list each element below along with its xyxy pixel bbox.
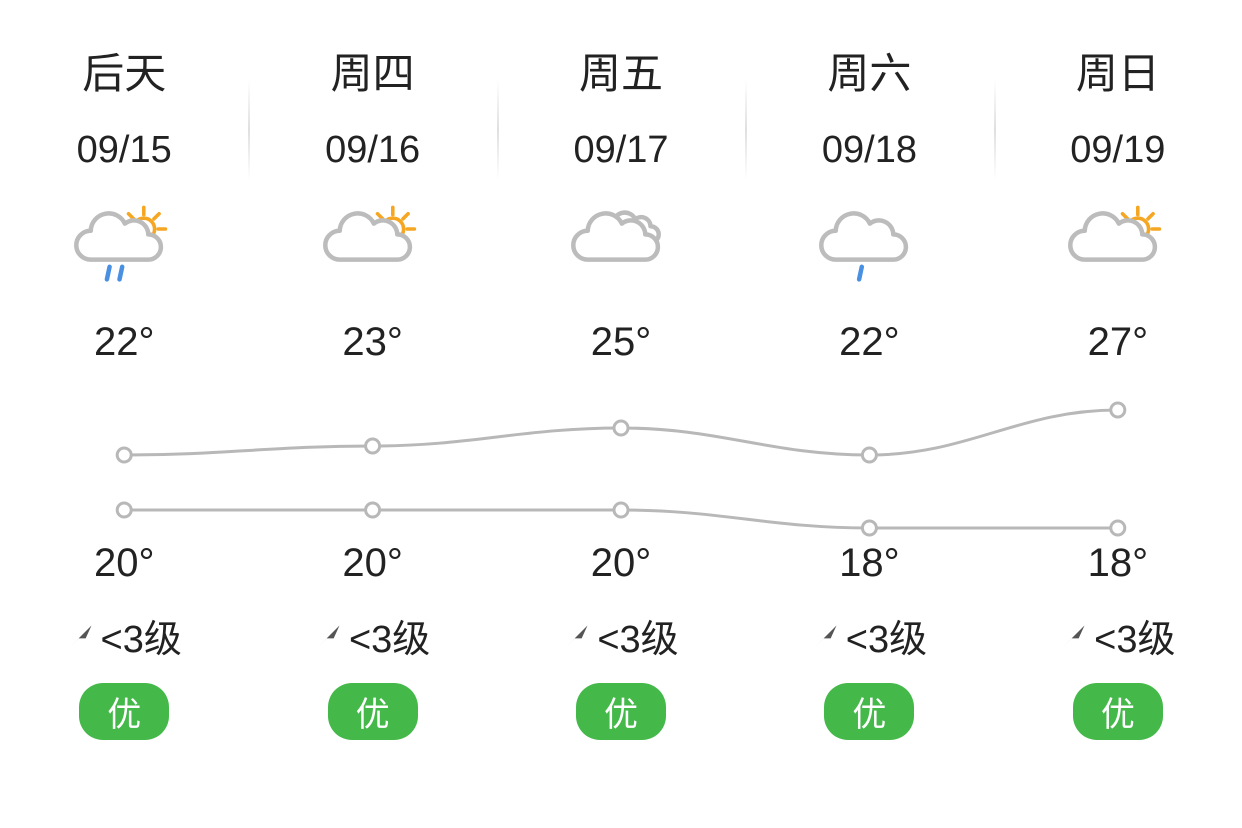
date-label: 09/19	[1070, 129, 1165, 172]
chart-spacer	[0, 375, 248, 535]
wind-row: <3级	[812, 608, 927, 663]
day-column: 周五 09/17 25° 20° <3级优	[497, 40, 745, 828]
wind-row: <3级	[67, 608, 182, 663]
day-column: 周日 09/19 27° 18° <3级优	[994, 40, 1242, 828]
wind-arrow-icon	[563, 622, 591, 650]
wind-arrow-icon	[315, 622, 343, 650]
high-temp: 22°	[839, 320, 900, 365]
low-temp: 20°	[591, 541, 652, 586]
chart-spacer	[994, 375, 1242, 535]
low-temp: 18°	[839, 541, 900, 586]
day-name: 周六	[827, 40, 911, 101]
date-label: 09/18	[822, 129, 917, 172]
day-column: 后天 09/15 22° 20° <3级优	[0, 40, 248, 828]
high-temp: 25°	[591, 320, 652, 365]
wind-level: <3级	[101, 608, 182, 663]
aqi-badge: 优	[79, 683, 169, 740]
day-name: 周日	[1076, 40, 1160, 101]
aqi-badge: 优	[576, 683, 666, 740]
partly-sunny-icon	[318, 202, 428, 292]
aqi-badge: 优	[1073, 683, 1163, 740]
rain-sun-icon	[69, 202, 179, 292]
date-label: 09/16	[325, 129, 420, 172]
day-column: 周四 09/16 23° 20° <3级优	[248, 40, 496, 828]
wind-level: <3级	[846, 608, 927, 663]
wind-row: <3级	[1060, 608, 1175, 663]
date-label: 09/17	[573, 129, 668, 172]
date-label: 09/15	[77, 129, 172, 172]
high-temp: 22°	[94, 320, 155, 365]
wind-arrow-icon	[67, 622, 95, 650]
column-divider	[745, 80, 747, 180]
drizzle-icon	[814, 202, 924, 292]
low-temp: 20°	[94, 541, 155, 586]
day-column: 周六 09/18 22° 18° <3级优	[745, 40, 993, 828]
low-temp: 20°	[342, 541, 403, 586]
chart-spacer	[248, 375, 496, 535]
aqi-badge: 优	[328, 683, 418, 740]
wind-arrow-icon	[1060, 622, 1088, 650]
wind-level: <3级	[1094, 608, 1175, 663]
day-name: 后天	[82, 40, 166, 101]
high-temp: 27°	[1088, 320, 1149, 365]
wind-level: <3级	[597, 608, 678, 663]
high-temp: 23°	[342, 320, 403, 365]
partly-sunny-icon	[1063, 202, 1173, 292]
wind-row: <3级	[315, 608, 430, 663]
column-divider	[248, 80, 250, 180]
chart-spacer	[497, 375, 745, 535]
wind-row: <3级	[563, 608, 678, 663]
day-name: 周四	[331, 40, 415, 101]
column-divider	[497, 80, 499, 180]
wind-arrow-icon	[812, 622, 840, 650]
aqi-badge: 优	[824, 683, 914, 740]
column-divider	[994, 80, 996, 180]
cloudy-icon	[566, 202, 676, 292]
weather-forecast: 后天 09/15 22° 20° <3级优 周四 09/16 23° 20° <3级优 周五 09/1…	[0, 0, 1242, 828]
wind-level: <3级	[349, 608, 430, 663]
chart-spacer	[745, 375, 993, 535]
day-name: 周五	[579, 40, 663, 101]
low-temp: 18°	[1088, 541, 1149, 586]
